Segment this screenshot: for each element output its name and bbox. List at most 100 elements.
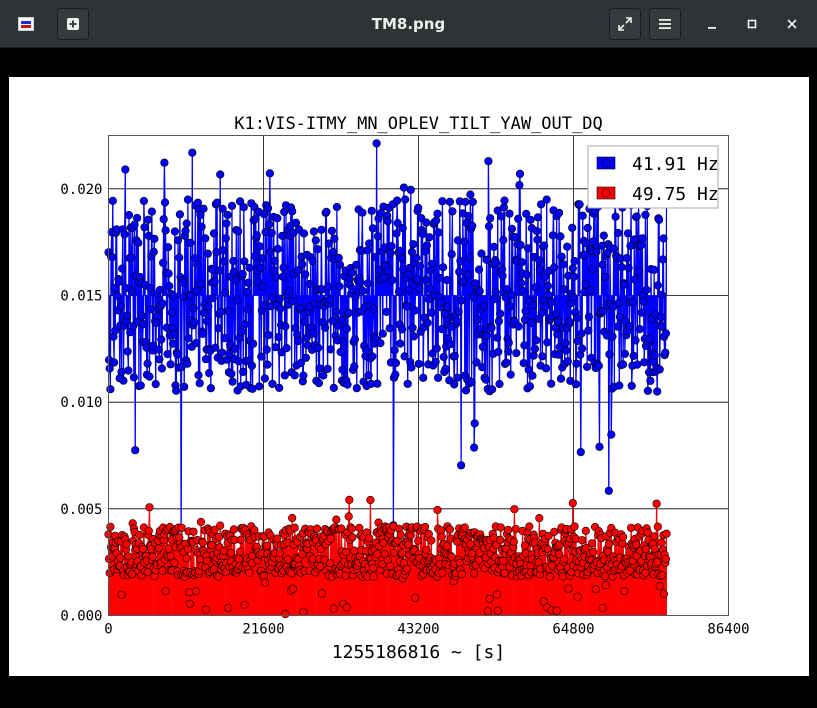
data-point bbox=[330, 234, 339, 243]
data-point bbox=[150, 234, 159, 243]
maximize-button[interactable] bbox=[736, 8, 768, 40]
data-point bbox=[484, 222, 494, 231]
data-point bbox=[308, 554, 317, 563]
data-point bbox=[468, 197, 477, 206]
data-point bbox=[535, 256, 544, 265]
legend-label: 49.75 Hz bbox=[632, 184, 719, 205]
x-tick-label: 43200 bbox=[397, 622, 439, 638]
minimize-button[interactable] bbox=[696, 8, 728, 40]
data-point bbox=[263, 360, 272, 369]
data-point bbox=[569, 293, 578, 302]
data-point bbox=[514, 322, 523, 331]
data-point bbox=[460, 237, 469, 246]
data-point bbox=[404, 285, 414, 294]
data-point bbox=[347, 268, 356, 277]
data-point bbox=[158, 299, 167, 308]
data-point bbox=[288, 207, 297, 216]
data-point bbox=[161, 226, 170, 235]
data-point bbox=[650, 544, 659, 553]
data-point bbox=[396, 246, 405, 255]
data-point bbox=[572, 359, 581, 368]
data-point bbox=[256, 263, 265, 272]
app-menu-button[interactable] bbox=[10, 8, 42, 40]
data-point bbox=[641, 568, 650, 577]
data-point bbox=[450, 351, 459, 361]
data-point bbox=[570, 257, 579, 266]
image-viewport[interactable]: K1:VIS-ITMY_MN_OPLEV_TILT_YAW_OUT_DQ 0 21… bbox=[0, 48, 817, 708]
data-point bbox=[213, 198, 222, 207]
close-button[interactable] bbox=[776, 8, 808, 40]
x-tick-label: 64800 bbox=[552, 622, 594, 638]
data-point bbox=[384, 267, 393, 276]
data-point bbox=[524, 365, 533, 374]
data-point bbox=[498, 271, 507, 280]
data-point bbox=[388, 276, 397, 285]
data-point bbox=[170, 558, 179, 567]
data-point bbox=[540, 241, 549, 250]
data-point bbox=[372, 139, 381, 148]
data-point bbox=[433, 209, 442, 218]
data-point bbox=[547, 297, 556, 307]
data-point bbox=[559, 285, 569, 294]
new-tab-button[interactable] bbox=[57, 8, 89, 40]
data-point bbox=[203, 556, 212, 566]
data-point bbox=[347, 524, 356, 533]
data-point bbox=[147, 207, 156, 216]
data-point bbox=[265, 169, 275, 178]
data-point bbox=[301, 270, 310, 279]
data-point bbox=[236, 547, 245, 556]
data-point bbox=[494, 317, 504, 326]
data-point bbox=[278, 272, 288, 281]
data-point bbox=[229, 267, 238, 276]
data-point bbox=[285, 287, 294, 296]
data-point bbox=[516, 241, 525, 250]
data-point bbox=[191, 587, 201, 596]
fullscreen-button[interactable] bbox=[609, 8, 641, 40]
data-point bbox=[544, 291, 553, 300]
data-point bbox=[461, 197, 470, 206]
data-point bbox=[368, 224, 378, 233]
data-point bbox=[521, 306, 530, 316]
data-point bbox=[510, 505, 519, 514]
data-point bbox=[598, 260, 607, 269]
data-point bbox=[143, 568, 152, 577]
data-point bbox=[219, 246, 228, 255]
data-point bbox=[561, 346, 571, 355]
data-point bbox=[288, 297, 297, 306]
data-point bbox=[158, 566, 167, 575]
data-point bbox=[367, 206, 376, 215]
data-point bbox=[487, 323, 496, 332]
data-point bbox=[627, 381, 636, 391]
data-point bbox=[439, 352, 448, 362]
data-point bbox=[563, 242, 572, 251]
data-point bbox=[371, 253, 380, 262]
data-point bbox=[640, 358, 649, 367]
data-point bbox=[137, 311, 147, 321]
data-point bbox=[466, 540, 475, 549]
data-point bbox=[411, 593, 420, 602]
data-point bbox=[421, 522, 430, 532]
data-point bbox=[220, 334, 229, 343]
data-point bbox=[219, 546, 228, 556]
menu-button[interactable] bbox=[649, 8, 681, 40]
chart-title: K1:VIS-ITMY_MN_OPLEV_TILT_YAW_OUT_DQ bbox=[234, 114, 602, 134]
data-point bbox=[656, 312, 666, 322]
data-point bbox=[443, 303, 452, 312]
data-point bbox=[582, 362, 592, 371]
data-point bbox=[337, 315, 346, 325]
data-point bbox=[623, 229, 633, 238]
data-point bbox=[140, 223, 149, 232]
maximize-icon bbox=[747, 19, 757, 29]
data-point bbox=[502, 285, 512, 294]
data-point bbox=[613, 228, 623, 238]
data-point bbox=[273, 244, 283, 253]
data-point bbox=[506, 302, 515, 311]
data-point bbox=[500, 569, 509, 578]
data-point bbox=[490, 295, 499, 304]
data-point bbox=[539, 597, 548, 606]
data-point bbox=[275, 294, 284, 303]
data-point bbox=[544, 531, 553, 540]
data-point bbox=[600, 272, 610, 281]
data-point bbox=[609, 244, 618, 253]
data-point bbox=[135, 530, 144, 540]
